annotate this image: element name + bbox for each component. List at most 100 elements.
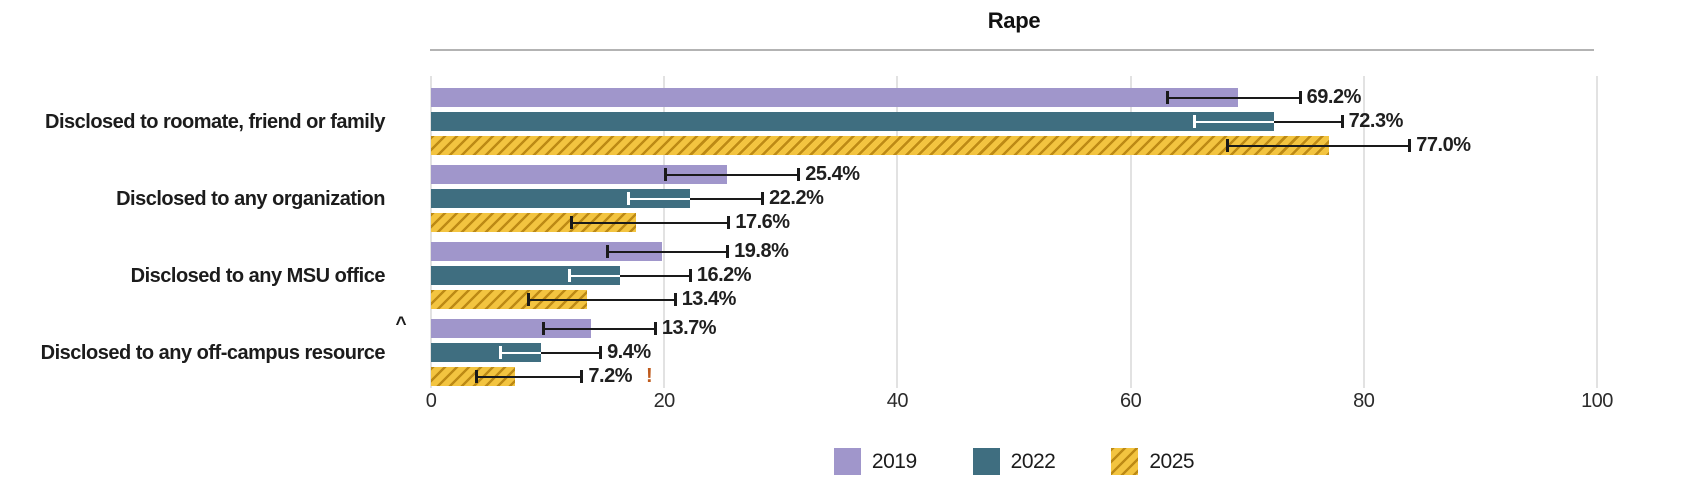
legend-item-2019: 2019 bbox=[833, 448, 917, 475]
legend-label: 2019 bbox=[871, 449, 917, 473]
error-bar-cap-high bbox=[761, 192, 765, 205]
error-bar-inner bbox=[527, 298, 588, 301]
bar-2022-category-0 bbox=[431, 112, 1275, 131]
error-bar-inner bbox=[1193, 120, 1275, 123]
value-label: 7.2%! bbox=[588, 365, 653, 387]
error-bar-outer bbox=[1237, 96, 1300, 99]
gridline-60 bbox=[1129, 76, 1132, 388]
error-bar-cap-low bbox=[1165, 91, 1169, 104]
title-rule bbox=[430, 49, 1594, 51]
error-bar-cap-high bbox=[1298, 91, 1302, 104]
bar-2025-category-1 bbox=[431, 213, 637, 232]
value-label: 13.7% bbox=[661, 317, 717, 339]
legend-swatch-2019 bbox=[833, 448, 861, 475]
value-label: 17.6% bbox=[735, 211, 790, 233]
error-bar-cap-high bbox=[688, 269, 692, 282]
error-bar-cap-low bbox=[1192, 115, 1196, 128]
error-bar-cap-low bbox=[526, 293, 530, 306]
flag-annotation: ! bbox=[646, 365, 653, 387]
bar-2022-category-1 bbox=[431, 189, 690, 208]
value-label: 16.2% bbox=[696, 264, 752, 286]
error-bar-cap-low bbox=[475, 370, 479, 383]
error-bar-cap-low bbox=[606, 245, 610, 258]
error-bar-inner bbox=[665, 173, 728, 176]
gridline-100 bbox=[1596, 76, 1598, 388]
error-bar-cap-high bbox=[726, 245, 730, 258]
bar-2025-category-2 bbox=[431, 290, 588, 309]
x-tick-label: 60 bbox=[1119, 390, 1142, 412]
gridline-0 bbox=[430, 76, 432, 388]
category-label: Disclosed to any off-campus resource bbox=[40, 341, 386, 364]
error-bar-outer bbox=[514, 375, 582, 378]
value-label: 72.3% bbox=[1348, 110, 1404, 132]
error-bar-outer bbox=[727, 173, 799, 176]
bar-2025-category-3 bbox=[431, 367, 515, 386]
error-bar-outer bbox=[661, 250, 728, 253]
value-label: 13.4% bbox=[681, 288, 737, 310]
x-tick-label: 80 bbox=[1353, 390, 1375, 412]
error-bar-inner bbox=[499, 351, 541, 354]
error-bar-cap-high bbox=[797, 168, 801, 181]
bar-2025-category-0 bbox=[431, 136, 1329, 155]
x-tick-label: 40 bbox=[886, 390, 909, 412]
gridline-40 bbox=[896, 76, 899, 388]
legend-label: 2025 bbox=[1149, 449, 1195, 473]
error-bar-inner bbox=[568, 274, 620, 277]
legend: 2019 2022 2025 bbox=[431, 448, 1597, 475]
error-bar-outer bbox=[636, 221, 729, 224]
error-bar-outer bbox=[1328, 144, 1410, 147]
error-bar-cap-high bbox=[580, 370, 584, 383]
error-bar-inner bbox=[1227, 144, 1329, 147]
legend-label: 2022 bbox=[1010, 449, 1056, 473]
gridline-20 bbox=[663, 76, 666, 388]
legend-item-2022: 2022 bbox=[972, 448, 1056, 475]
error-bar-cap-low bbox=[664, 168, 668, 181]
error-bar-cap-low bbox=[541, 322, 545, 335]
caret-annotation: ^ bbox=[395, 314, 407, 335]
error-bar-cap-low bbox=[569, 216, 573, 229]
category-label: Disclosed to roomate, friend or family bbox=[45, 110, 385, 133]
error-bar-outer bbox=[1274, 120, 1342, 123]
x-tick-label: 0 bbox=[425, 390, 437, 412]
legend-swatch-2025 bbox=[1111, 448, 1139, 475]
error-bar-outer bbox=[587, 298, 675, 301]
legend-item-2025: 2025 bbox=[1111, 448, 1195, 475]
error-bar-cap-high bbox=[1340, 115, 1344, 128]
error-bar-outer bbox=[590, 327, 655, 330]
error-bar-outer bbox=[619, 274, 690, 277]
value-label: 9.4% bbox=[607, 341, 651, 363]
category-label: Disclosed to any organization bbox=[116, 187, 385, 210]
error-bar-inner bbox=[476, 375, 515, 378]
error-bar-cap-high bbox=[673, 293, 677, 306]
gridline-80 bbox=[1362, 76, 1365, 388]
value-label: 25.4% bbox=[805, 163, 860, 185]
error-bar-cap-low bbox=[498, 346, 502, 359]
error-bar-cap-low bbox=[627, 192, 631, 205]
error-bar-inner bbox=[607, 250, 662, 253]
error-bar-inner bbox=[628, 197, 690, 200]
error-bar-cap-high bbox=[653, 322, 657, 335]
error-bar-inner bbox=[542, 327, 591, 330]
value-label: 22.2% bbox=[769, 187, 824, 209]
error-bar-outer bbox=[689, 197, 763, 200]
error-bar-outer bbox=[540, 351, 601, 354]
error-bar-inner bbox=[570, 221, 637, 224]
error-bar-cap-high bbox=[599, 346, 603, 359]
x-tick-label: 100 bbox=[1581, 390, 1613, 412]
value-label: 19.8% bbox=[734, 240, 789, 262]
chart-title: Rape bbox=[987, 8, 1041, 33]
value-label: 69.2% bbox=[1306, 86, 1362, 108]
bar-2022-category-2 bbox=[431, 266, 620, 285]
error-bar-cap-low bbox=[567, 269, 571, 282]
bar-2019-category-2 bbox=[431, 242, 662, 261]
error-bar-cap-low bbox=[1226, 139, 1230, 152]
legend-swatch-2022 bbox=[972, 448, 1000, 475]
error-bar-inner bbox=[1166, 96, 1238, 99]
bar-2022-category-3 bbox=[431, 343, 541, 362]
bar-2019-category-3 bbox=[431, 319, 591, 338]
value-label: 77.0% bbox=[1416, 134, 1471, 156]
bar-2019-category-0 bbox=[431, 88, 1238, 107]
bar-2019-category-1 bbox=[431, 165, 728, 184]
error-bar-cap-high bbox=[727, 216, 731, 229]
